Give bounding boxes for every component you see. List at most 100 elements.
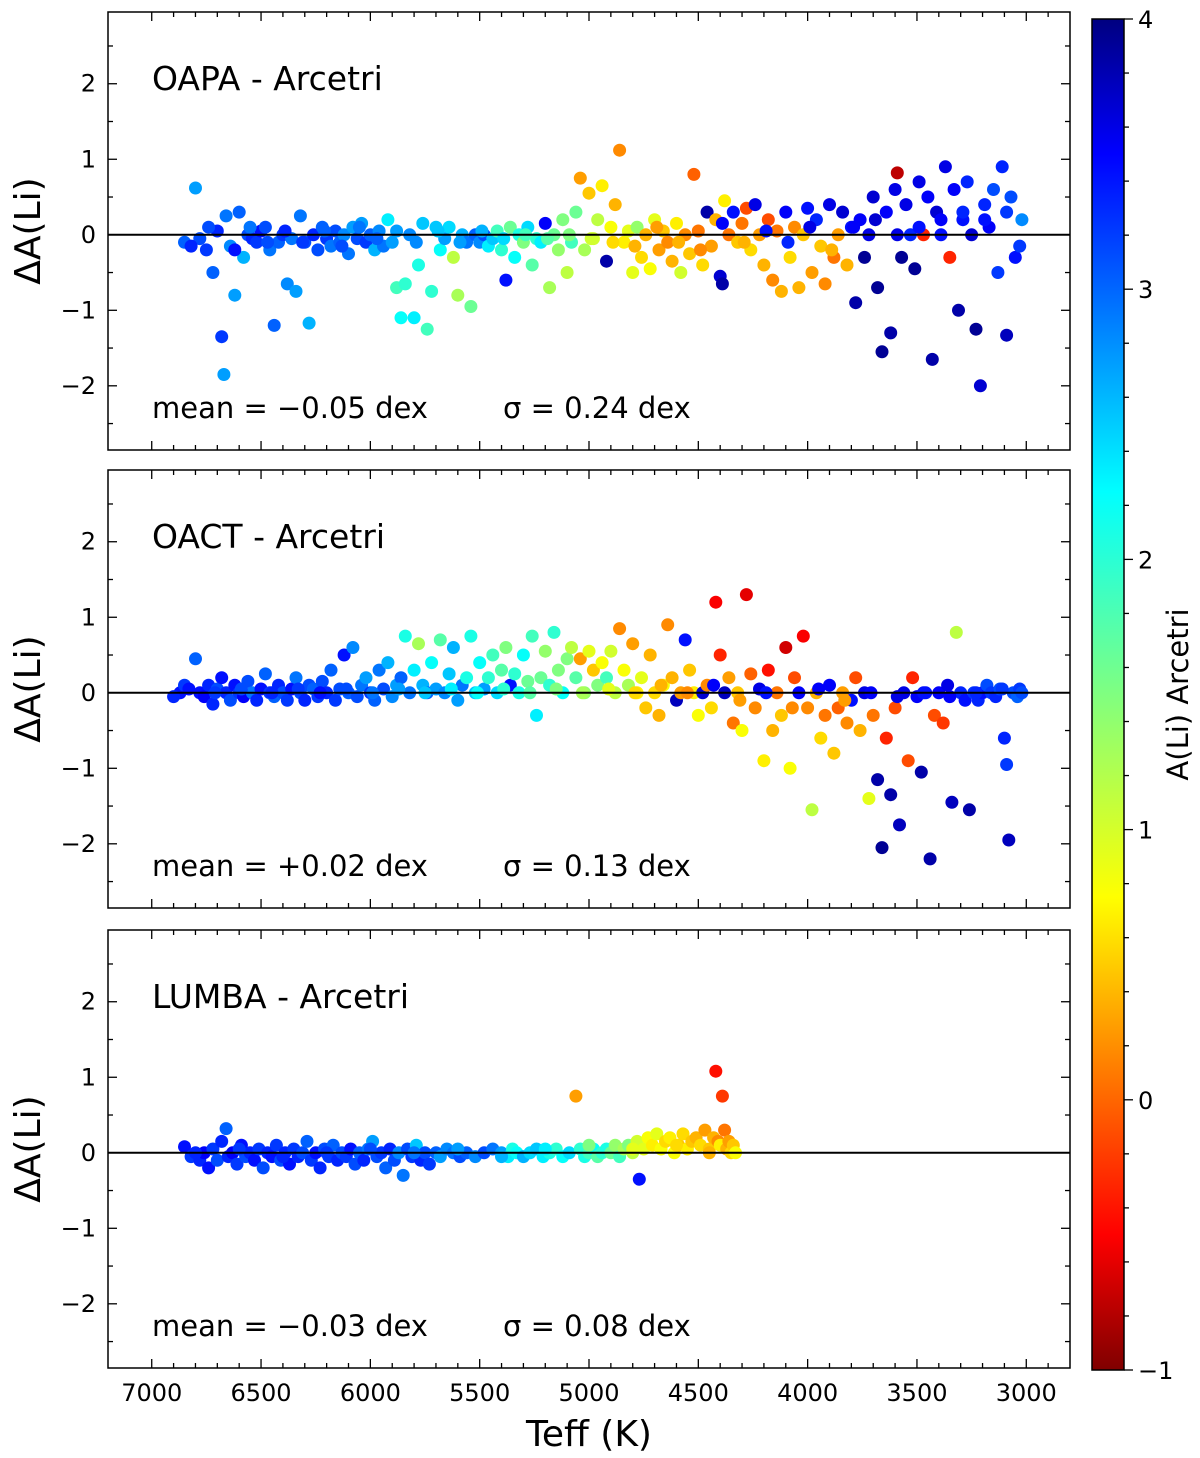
data-point [801,201,815,215]
data-point [997,731,1011,745]
data-point [774,284,788,298]
data-point [202,220,216,234]
data-point [726,716,740,730]
data-point [665,254,679,268]
data-point [604,220,618,234]
data-point [674,266,688,279]
data-point [481,671,495,685]
data-point [718,1123,732,1137]
data-point [451,693,465,707]
y-axis-label: ΔA(Li) [8,635,49,742]
data-point [530,708,543,722]
data-point [792,281,806,295]
colorbar-label: A(Li) Arcetri [1161,608,1195,780]
data-point [853,724,867,737]
data-point [1000,758,1014,771]
data-point [774,708,788,722]
data-point [586,663,600,677]
data-point [525,258,539,272]
data-point [508,250,522,264]
data-point [866,190,880,204]
panel-title: OACT - Arcetri [152,517,385,556]
data-point [735,724,749,737]
data-point [495,663,508,677]
data-point [978,198,992,212]
data-point [783,761,797,775]
data-point [1008,250,1022,264]
data-point [888,183,902,196]
data-point [582,644,596,658]
data-point [473,656,487,670]
data-point [425,656,439,670]
data-point [650,1127,664,1141]
data-point [232,205,246,219]
data-point [591,213,605,227]
y-tick-label: −2 [61,830,96,858]
data-point [709,1064,723,1078]
data-point [676,1127,690,1141]
data-point [582,1138,596,1152]
mean-text: mean = +0.02 dex [152,849,428,883]
data-point [665,671,679,685]
data-point [683,663,697,677]
x-tick-label: 3000 [996,1379,1057,1407]
data-point [258,667,272,681]
data-point [1004,190,1018,204]
x-axis-label: Teff (K) [525,1414,652,1455]
data-point [228,288,242,302]
data-point [661,618,675,632]
data-point [949,625,963,639]
colorbar-tick-label: 4 [1138,6,1153,34]
y-tick-label: 1 [81,603,96,631]
data-point [289,671,303,685]
data-point [901,754,915,768]
data-point [823,198,836,212]
data-point [818,277,832,291]
data-point [230,1157,244,1171]
y-tick-label: −1 [61,296,96,324]
data-point [442,667,456,681]
data-point [836,205,850,219]
data-point [847,220,861,234]
data-point [952,303,965,317]
data-point [534,671,548,685]
data-point [237,250,251,264]
data-point [956,205,970,219]
data-point [551,243,565,257]
data-point [464,300,478,313]
data-point [779,641,793,654]
data-point [407,311,421,325]
data-point [643,262,657,276]
data-point [643,648,657,662]
data-point [707,678,721,692]
data-point [228,243,242,257]
data-point [223,693,237,707]
data-point [783,250,797,264]
data-point [608,198,622,212]
y-tick-label: 1 [81,145,96,173]
data-point [409,235,423,249]
data-point [691,708,705,722]
data-point [698,1123,712,1137]
data-point [289,284,303,298]
data-point [938,160,952,174]
x-tick-label: 5000 [558,1379,619,1407]
y-tick-label: 2 [81,528,96,556]
data-point [661,235,675,249]
data-point [744,667,758,681]
panel-3: 2 1 0 −1 −2 7000 6500 6000 5500 5000 4500 4000 3500 3… [8,929,1071,1407]
panel-2: 2 1 0 −1 −2 ΔA(Li) OACT - Arcetri mean = +0.02 … [8,469,1071,909]
data-point [945,795,959,809]
panel-title: OAPA - Arcetri [152,59,383,98]
data-point [862,792,876,805]
data-point [652,708,666,722]
data-point [379,1161,393,1175]
data-point [503,220,517,234]
data-point [781,235,795,249]
sigma-text: σ = 0.13 dex [503,849,691,883]
data-point [958,693,972,707]
data-point [927,708,941,722]
data-point [709,595,723,609]
data-point [357,1153,371,1167]
data-point [433,633,447,647]
